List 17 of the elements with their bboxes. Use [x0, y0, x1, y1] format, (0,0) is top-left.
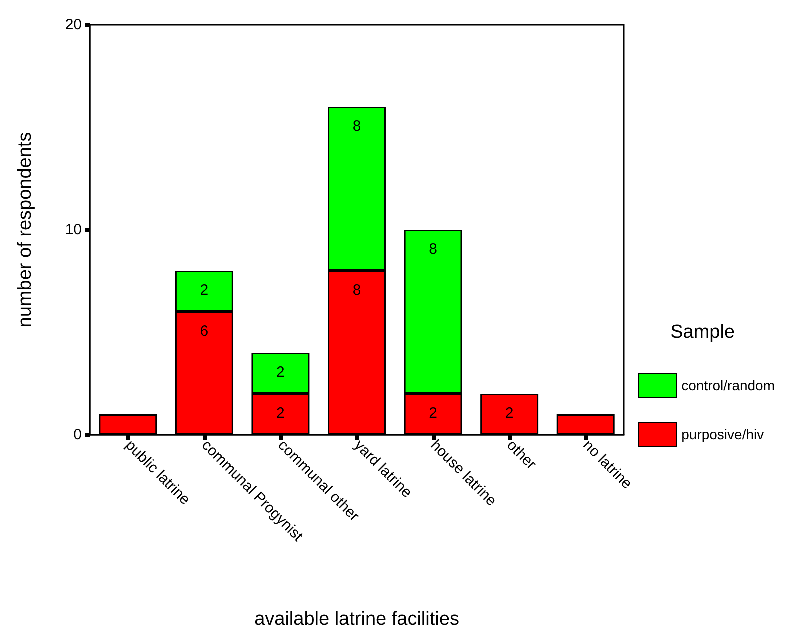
data-label: 2 [276, 364, 285, 381]
y-tick-label: 10 [65, 222, 82, 238]
legend-title: Sample [670, 322, 735, 343]
y-tick-label: 20 [65, 16, 82, 34]
legend-label: control/random [682, 378, 776, 394]
data-label: 2 [276, 405, 285, 422]
data-label: 2 [429, 405, 438, 422]
x-axis-title: available latrine facilities [254, 609, 460, 630]
data-label: 2 [505, 405, 514, 422]
data-label: 8 [429, 241, 438, 258]
legend-label: purposive/hiv [682, 426, 764, 442]
y-axis-title: number of respondents [15, 132, 36, 328]
data-label: 2 [200, 282, 209, 299]
data-label: 6 [200, 323, 209, 340]
data-label: 8 [352, 282, 362, 299]
y-tick-label: 0 [74, 426, 82, 444]
data-label: 8 [352, 118, 362, 135]
